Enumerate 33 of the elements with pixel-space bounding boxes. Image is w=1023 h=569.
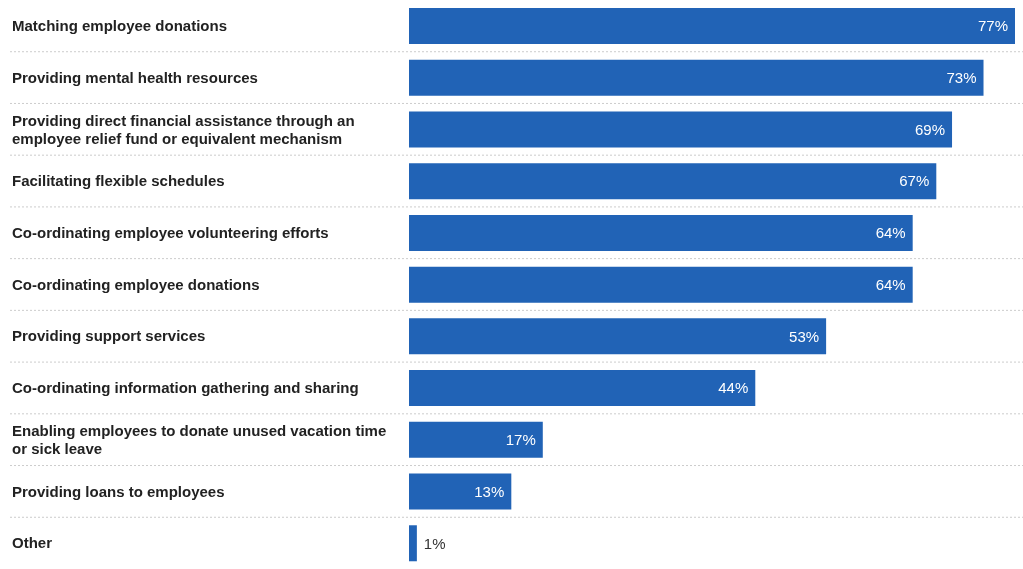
data-label: 69% <box>915 120 946 138</box>
data-label: 67% <box>899 172 930 190</box>
data-label: 64% <box>875 224 906 242</box>
y-tick-label: Co-ordinating employee volunteering efforts <box>12 224 329 242</box>
bar <box>409 421 543 458</box>
y-tick-label: Matching employee donations <box>12 17 228 35</box>
bar <box>409 266 913 303</box>
data-label: 73% <box>946 68 977 86</box>
y-tick-label: Providing direct financial assistance through an employee relief fund or equivalent mechanism <box>12 111 355 147</box>
bar <box>409 163 937 200</box>
bar <box>409 318 827 355</box>
data-label: 77% <box>977 17 1008 35</box>
data-label: 1% <box>423 534 446 552</box>
y-tick-label: Providing support services <box>12 327 206 345</box>
bar <box>409 8 1015 44</box>
y-tick-label: Other <box>12 534 53 552</box>
y-tick-label: Enabling employees to donate unused vacation time or sick leave <box>12 421 387 457</box>
y-tick-label: Providing mental health resources <box>12 68 258 86</box>
data-label: 64% <box>875 275 906 293</box>
bar <box>409 370 756 407</box>
bar <box>409 59 984 96</box>
bar <box>409 214 913 251</box>
y-tick-label: Facilitating flexible schedules <box>12 172 225 190</box>
bar <box>409 525 417 562</box>
y-tick-label: Co-ordinating employee donations <box>12 275 260 293</box>
data-label: 53% <box>789 327 820 345</box>
data-label: 44% <box>718 379 749 397</box>
bar <box>409 111 953 148</box>
y-tick-label: Co-ordinating information gathering and sharing <box>12 379 359 397</box>
bar <box>409 473 512 510</box>
y-tick-label: Providing loans to employees <box>12 482 225 500</box>
data-label: 17% <box>505 431 536 449</box>
data-label: 13% <box>474 482 505 500</box>
